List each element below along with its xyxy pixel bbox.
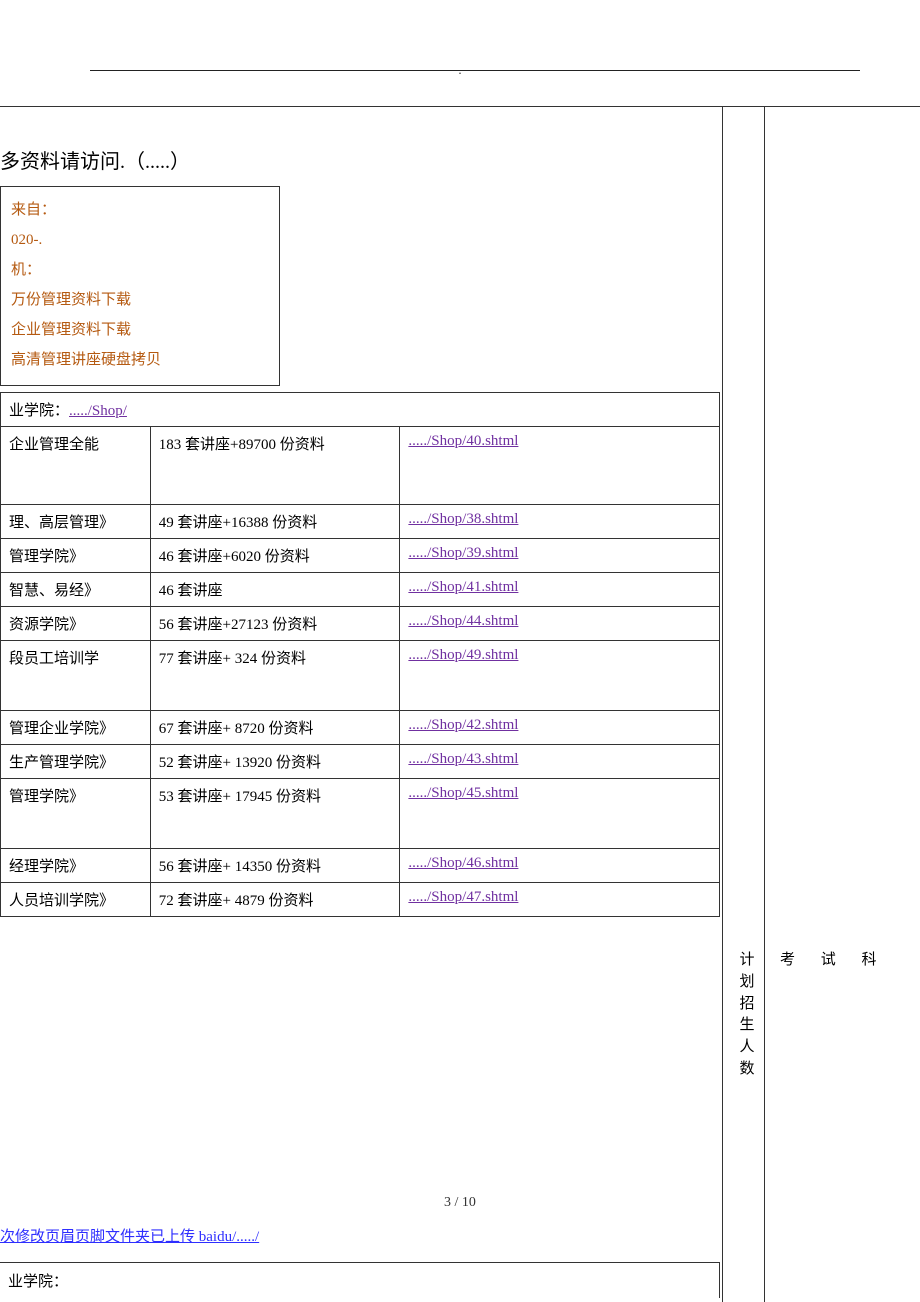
course-name: 管理企业学院》 — [1, 711, 151, 745]
table-row: 人员培训学院》72 套讲座+ 4879 份资料 ...../Shop/47.sht… — [1, 883, 720, 917]
course-link[interactable]: ...../Shop/42.shtml — [408, 717, 518, 733]
course-name: 资源学院》 — [1, 607, 151, 641]
info-line-1: 来自： — [11, 195, 269, 225]
course-link-cell: ...../Shop/44.shtml — [400, 607, 720, 641]
course-link-cell: ...../Shop/43.shtml — [400, 745, 720, 779]
table-row: 企业管理全能183 套讲座+89700 份资料 ...../Shop/40.sht… — [1, 427, 720, 505]
table-row: 生产管理学院》52 套讲座+ 13920 份资料 ...../Shop/43.sh… — [1, 745, 720, 779]
course-link[interactable]: ...../Shop/39.shtml — [408, 545, 518, 561]
column-divider-1 — [722, 106, 723, 1302]
course-link[interactable]: ...../Shop/38.shtml — [408, 511, 518, 527]
table-row: 智慧、易经》46 套讲座 ...../Shop/41.shtml — [1, 573, 720, 607]
course-link-cell: ...../Shop/46.shtml — [400, 849, 720, 883]
course-count: 49 套讲座+16388 份资料 — [150, 505, 400, 539]
course-count: 46 套讲座+6020 份资料 — [150, 539, 400, 573]
course-link-cell: ...../Shop/42.shtml — [400, 711, 720, 745]
table-row: 管理学院》53 套讲座+ 17945 份资料 ...../Shop/45.shtm… — [1, 779, 720, 849]
course-table: 业学院：...../Shop/企业管理全能183 套讲座+89700 份资料..… — [0, 392, 720, 917]
table-row: 经理学院》56 套讲座+ 14350 份资料 ...../Shop/46.shtm… — [1, 849, 720, 883]
course-link-cell: ...../Shop/49.shtml — [400, 641, 720, 711]
side-col-jihua: 计划招生人数 — [735, 950, 759, 1081]
course-link[interactable]: ...../Shop/41.shtml — [408, 579, 518, 595]
course-count: 56 套讲座+ 14350 份资料 — [150, 849, 400, 883]
course-link-cell: ...../Shop/40.shtml — [400, 427, 720, 505]
course-link-cell: ...../Shop/39.shtml — [400, 539, 720, 573]
course-name: 生产管理学院》 — [1, 745, 151, 779]
main-content: 多资料请访问.（.....） 来自： 020-. 机： 万份管理资料下载 企业管… — [0, 120, 722, 917]
course-count: 46 套讲座 — [150, 573, 400, 607]
course-name: 经理学院》 — [1, 849, 151, 883]
table-row: 资源学院》56 套讲座+27123 份资料 ...../Shop/44.shtml — [1, 607, 720, 641]
course-link[interactable]: ...../Shop/40.shtml — [408, 433, 518, 449]
side-kao: 考 — [780, 950, 795, 972]
course-link-cell: ...../Shop/41.shtml — [400, 573, 720, 607]
course-name: 管理学院》 — [1, 539, 151, 573]
table2-header: 业学院： — [0, 1263, 720, 1299]
footer-link[interactable]: 次修改页眉页脚文件夹已上传 baidu/...../ — [0, 1229, 259, 1245]
page-number: 3 / 10 — [0, 1195, 920, 1211]
course-link-cell: ...../Shop/38.shtml — [400, 505, 720, 539]
column-divider-2 — [764, 106, 765, 1302]
info-line-4: 万份管理资料下载 — [11, 285, 269, 315]
course-count: 56 套讲座+27123 份资料 — [150, 607, 400, 641]
course-count: 67 套讲座+ 8720 份资料 — [150, 711, 400, 745]
table-row: 管理学院》46 套讲座+6020 份资料 ...../Shop/39.shtml — [1, 539, 720, 573]
course-name: 企业管理全能 — [1, 427, 151, 505]
footer-link-row: 次修改页眉页脚文件夹已上传 baidu/...../ — [0, 1225, 259, 1246]
side-ke: 科 — [862, 950, 877, 972]
course-name: 智慧、易经》 — [1, 573, 151, 607]
course-link-cell: ...../Shop/47.shtml — [400, 883, 720, 917]
course-table-2: 业学院： — [0, 1262, 720, 1298]
course-link[interactable]: ...../Shop/43.shtml — [408, 751, 518, 767]
course-name: 段员工培训学 — [1, 641, 151, 711]
course-link[interactable]: ...../Shop/47.shtml — [408, 889, 518, 905]
course-link[interactable]: ...../Shop/49.shtml — [408, 647, 518, 663]
page-title: 多资料请访问.（.....） — [0, 120, 722, 186]
course-link[interactable]: ...../Shop/45.shtml — [408, 785, 518, 801]
info-line-6: 高清管理讲座硬盘拷贝 — [11, 345, 269, 375]
table-row: 段员工培训学77 套讲座+ 324 份资料 ...../Shop/49.shtml — [1, 641, 720, 711]
course-count: 77 套讲座+ 324 份资料 — [150, 641, 400, 711]
header-rule — [90, 70, 860, 71]
info-line-3: 机： — [11, 255, 269, 285]
course-count: 183 套讲座+89700 份资料 — [150, 427, 400, 505]
table-row: 管理企业学院》67 套讲座+ 8720 份资料 ...../Shop/42.sht… — [1, 711, 720, 745]
course-name: 人员培训学院》 — [1, 883, 151, 917]
course-link-cell: ...../Shop/45.shtml — [400, 779, 720, 849]
table-row: 理、高层管理》49 套讲座+16388 份资料 ...../Shop/38.sht… — [1, 505, 720, 539]
course-name: 理、高层管理》 — [1, 505, 151, 539]
course-link[interactable]: ...../Shop/46.shtml — [408, 855, 518, 871]
course-count: 72 套讲座+ 4879 份资料 — [150, 883, 400, 917]
info-box: 来自： 020-. 机： 万份管理资料下载 企业管理资料下载 高清管理讲座硬盘拷… — [0, 186, 280, 386]
info-line-5: 企业管理资料下载 — [11, 315, 269, 345]
side-shi: 试 — [821, 950, 836, 972]
info-line-2: 020-. — [11, 225, 269, 255]
course-count: 52 套讲座+ 13920 份资料 — [150, 745, 400, 779]
course-name: 管理学院》 — [1, 779, 151, 849]
course-link[interactable]: ...../Shop/44.shtml — [408, 613, 518, 629]
table-header: 业学院：...../Shop/ — [1, 393, 720, 427]
side-col-kaoshi: 考 试 科 — [780, 950, 899, 972]
course-count: 53 套讲座+ 17945 份资料 — [150, 779, 400, 849]
outer-divider — [0, 106, 920, 107]
